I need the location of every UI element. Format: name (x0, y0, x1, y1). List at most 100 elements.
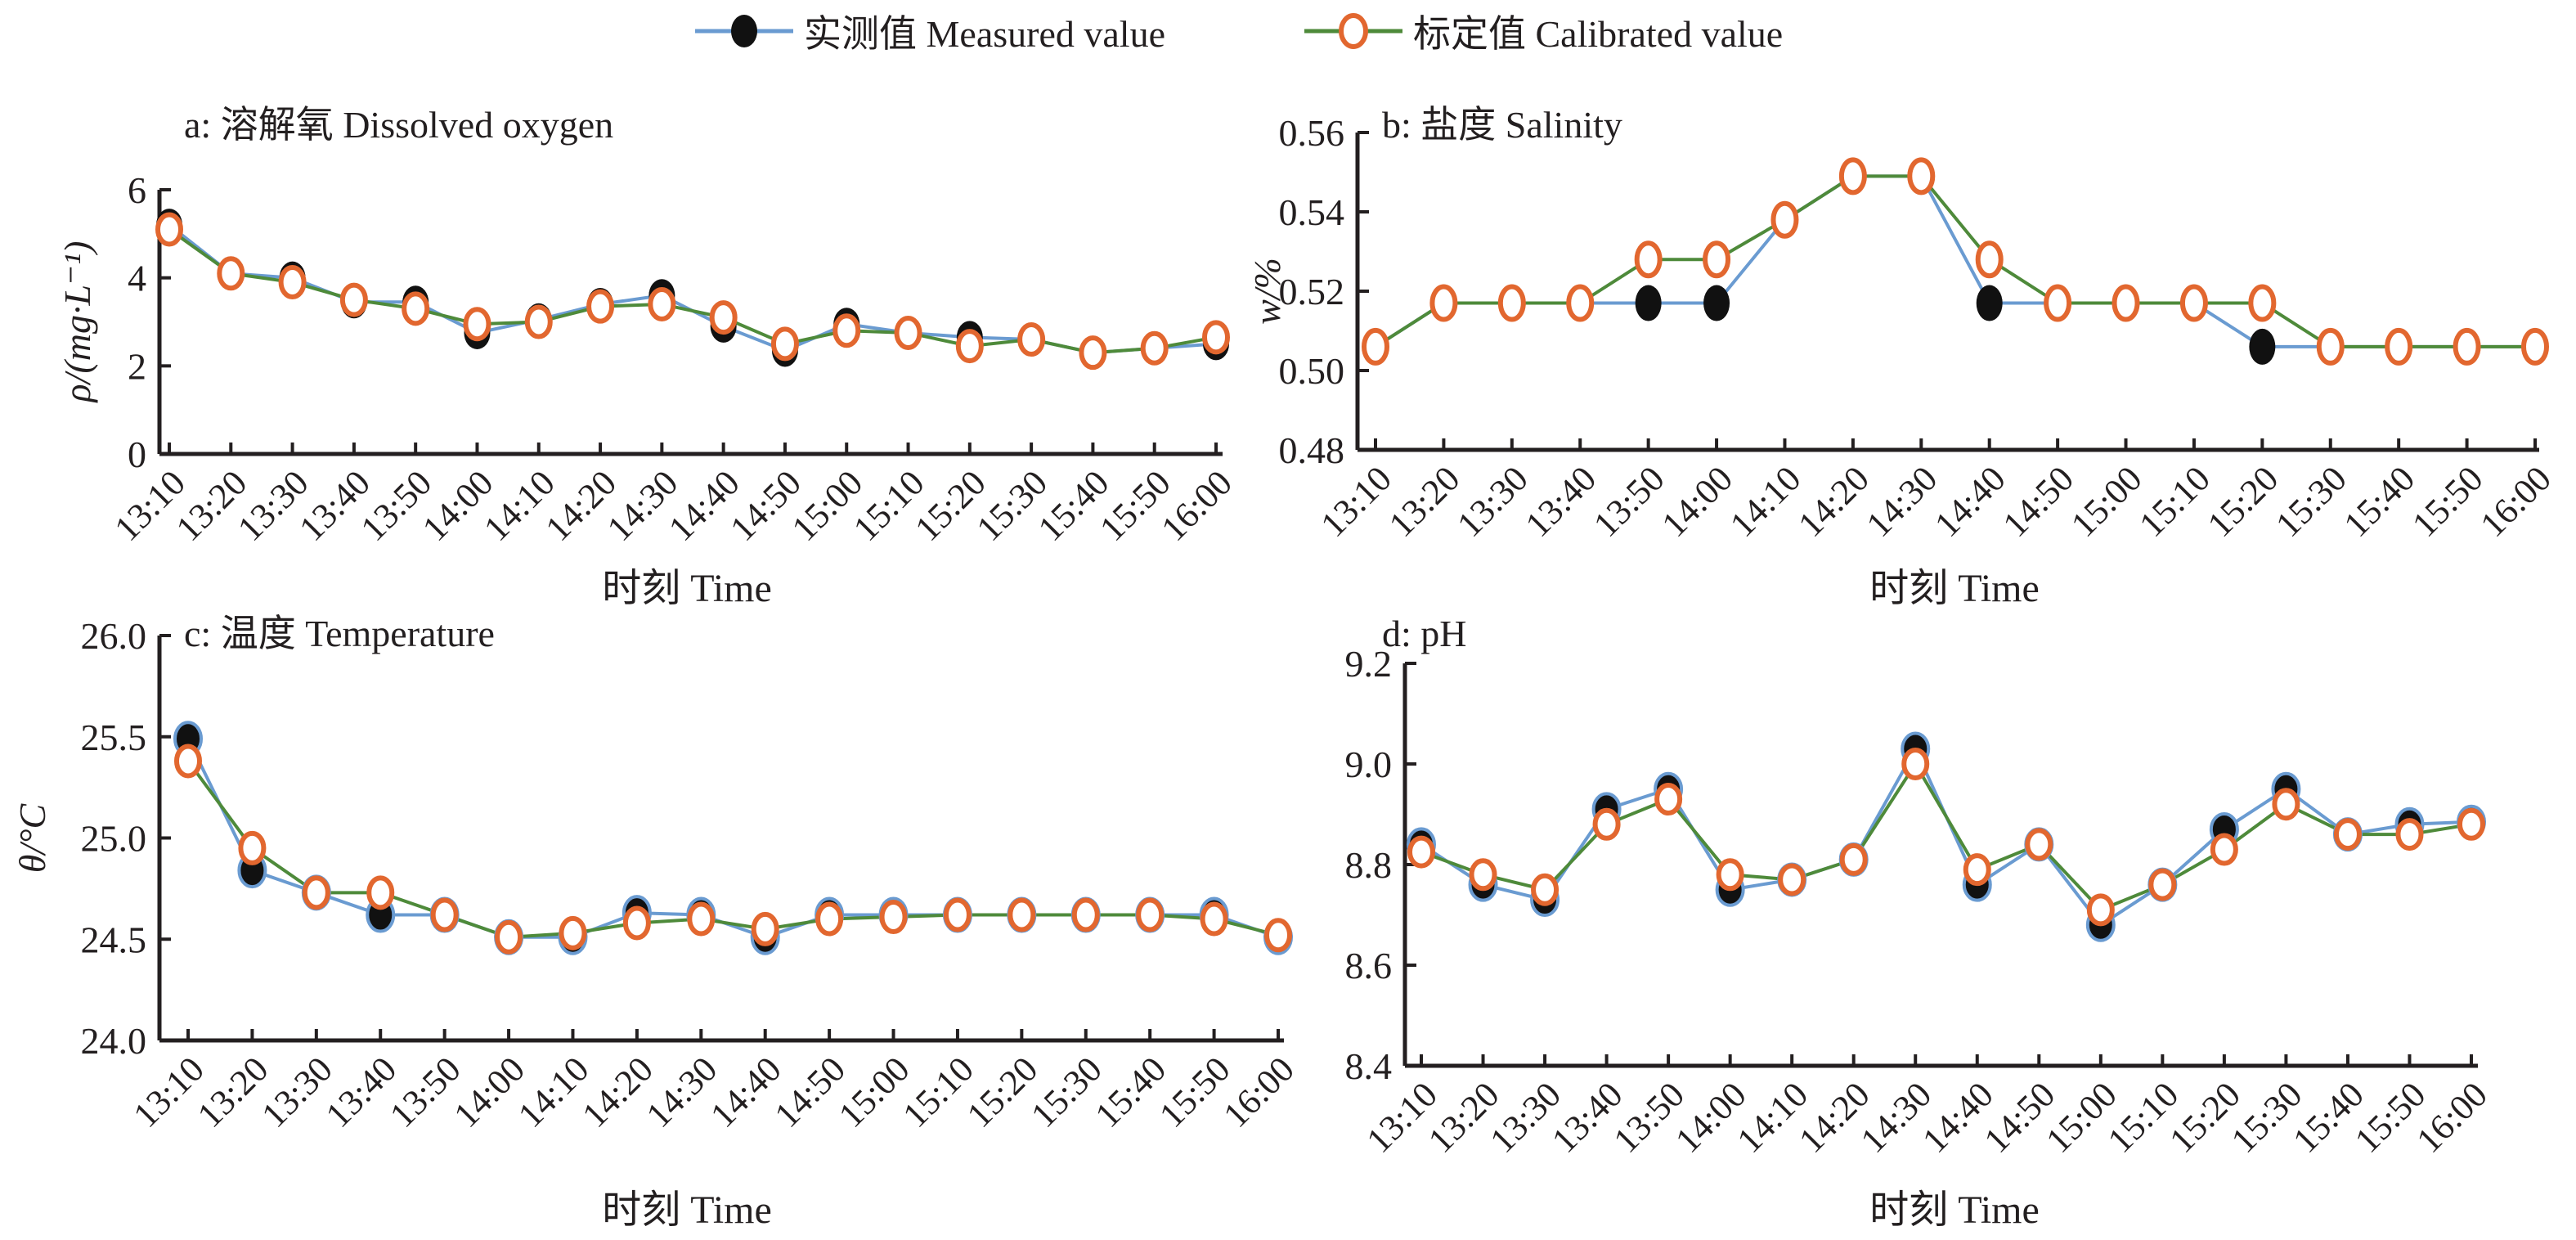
data-point-calibrated (2086, 893, 2115, 927)
data-point-calibrated (815, 901, 844, 937)
y-axis-label: w/% (1246, 258, 1288, 325)
x-tick-label: 14:00 (447, 1049, 533, 1135)
x-tick-label: 15:30 (2268, 458, 2354, 545)
y-tick-label: 26.0 (81, 615, 147, 657)
data-point-calibrated (687, 901, 716, 937)
data-point-calibrated (463, 307, 491, 342)
x-tick-label: 14:10 (510, 1049, 597, 1135)
x-tick-label: 13:40 (1518, 458, 1604, 545)
y-tick-label: 24.5 (81, 919, 147, 960)
x-tick-label: 13:30 (230, 462, 316, 549)
x-tick-label: 15:00 (831, 1049, 918, 1135)
data-point-calibrated (2316, 327, 2345, 366)
x-tick-label: 13:20 (1381, 458, 1468, 545)
data-point-calibrated (1838, 157, 1867, 195)
data-point-calibrated (1407, 835, 1435, 869)
data-point-calibrated (1963, 853, 1991, 887)
data-point-measured (1635, 285, 1662, 321)
data-point-calibrated (832, 313, 861, 348)
x-tick-label: 14:30 (1853, 1074, 1940, 1161)
series-line-measured (1420, 745, 2472, 928)
y-tick-label: 9.0 (1345, 744, 1393, 785)
data-point-calibrated (648, 286, 676, 321)
x-tick-label: 13:30 (254, 1049, 340, 1135)
data-point-calibrated (1703, 240, 1731, 279)
data-point-measured (1703, 285, 1730, 321)
data-point-calibrated (1140, 330, 1169, 366)
x-tick-label: 15:30 (969, 462, 1056, 549)
x-tick-label: 14:00 (1667, 1074, 1754, 1161)
data-point-calibrated (770, 326, 799, 362)
data-point-calibrated (1008, 897, 1036, 932)
data-point-calibrated (1566, 284, 1595, 322)
data-point-calibrated (2333, 818, 2362, 851)
data-point-calibrated (1362, 327, 1389, 366)
data-point-calibrated (1017, 322, 1046, 357)
data-point-calibrated (2025, 828, 2053, 861)
data-point-calibrated (366, 875, 395, 910)
x-tick-label: 14:20 (538, 462, 625, 549)
x-tick-label: 15:00 (2063, 458, 2150, 545)
data-point-measured (2249, 328, 2276, 365)
series-line-calibrated (1420, 761, 2472, 912)
data-point-calibrated (1531, 873, 1560, 906)
y-axis-label: θ/°C (11, 802, 53, 873)
x-tick-label: 13:30 (1449, 458, 1536, 545)
x-axis-label: 时刻 Time (1869, 567, 2040, 610)
x-tick-label: 15:50 (1092, 462, 1178, 549)
data-point-calibrated (402, 291, 430, 326)
data-point-calibrated (155, 212, 183, 247)
data-point-calibrated (586, 289, 615, 324)
legend-calibrated: 标定值 Calibrated value (1300, 7, 1783, 56)
series-line-measured (186, 738, 1279, 939)
x-tick-label: 16:00 (2409, 1074, 2496, 1161)
y-tick-label: 0.48 (1279, 429, 1345, 471)
data-point-calibrated (1654, 783, 1683, 816)
data-point-calibrated (2210, 833, 2238, 866)
panel-c: 24.0 24.5 25.0 25.5 26.0 13:1013:2013:3013:40… (11, 613, 1302, 1232)
data-point-calibrated (1136, 897, 1165, 932)
data-point-calibrated (174, 744, 202, 779)
x-tick-label: 15:50 (2404, 458, 2491, 545)
y-tick-label: 0.50 (1279, 350, 1345, 392)
data-point-calibrated (2385, 327, 2413, 366)
data-point-calibrated (943, 897, 972, 932)
data-point-calibrated (1907, 157, 1936, 195)
x-tick-label: 15:40 (2285, 1074, 2372, 1161)
data-point-calibrated (1839, 842, 1868, 876)
data-point-calibrated (2112, 284, 2140, 322)
data-point-calibrated (339, 282, 368, 317)
y-tick-label: 25.5 (81, 717, 147, 758)
x-tick-label: 13:40 (291, 462, 378, 549)
data-point-calibrated (955, 329, 984, 364)
legend-measured-label: 实测值 Measured value (804, 13, 1165, 55)
x-tick-label: 14:20 (574, 1049, 661, 1135)
x-axis-label: 时刻 Time (602, 567, 772, 610)
x-tick-label: 13:50 (1586, 458, 1672, 545)
x-tick-label: 14:50 (1977, 1074, 2063, 1161)
x-tick-label: 15:10 (895, 1049, 981, 1135)
data-point-calibrated (1716, 858, 1744, 892)
x-tick-label: 13:20 (190, 1049, 276, 1135)
x-tick-label: 15:20 (959, 1049, 1046, 1135)
data-point-calibrated (709, 300, 738, 335)
data-point-calibrated (278, 265, 307, 300)
y-tick-label: 0.56 (1279, 112, 1345, 154)
x-tick-label: 15:00 (784, 462, 871, 549)
x-tick-label: 15:10 (846, 462, 932, 549)
y-tick-label: 6 (128, 169, 146, 211)
y-tick-label: 0.54 (1279, 191, 1345, 233)
series-line-calibrated (186, 760, 1279, 939)
x-tick-label: 14:10 (1722, 458, 1809, 545)
data-point-calibrated (2457, 807, 2485, 841)
data-point-calibrated (2148, 868, 2177, 901)
data-point-calibrated (1469, 858, 1497, 892)
data-point-calibrated (1071, 897, 1100, 932)
x-tick-label: 14:40 (661, 462, 747, 549)
x-tick-label: 13:40 (318, 1049, 405, 1135)
x-tick-label: 15:10 (2100, 1074, 2187, 1161)
x-tick-label: 14:30 (1859, 458, 1945, 545)
x-tick-label: 16:00 (1216, 1049, 1303, 1135)
panel-title: c: 温度 Temperature (184, 613, 495, 654)
series-line-measured (1374, 174, 2535, 348)
